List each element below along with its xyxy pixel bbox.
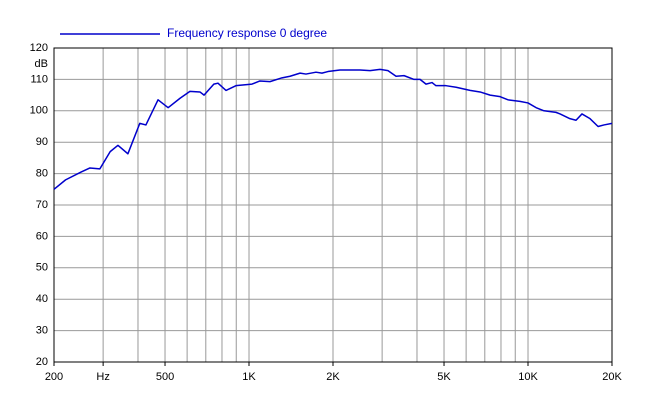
x-tick-label: 1K [242, 371, 256, 383]
x-tick-label: 20K [602, 371, 622, 383]
y-tick-label: 100 [30, 105, 48, 117]
x-tick-label: 500 [156, 371, 174, 383]
y-unit: dB [35, 58, 48, 70]
y-tick-label: 20 [36, 356, 48, 368]
y-tick-label: 30 [36, 325, 48, 337]
y-tick-label: 90 [36, 136, 48, 148]
y-tick-label: 40 [36, 293, 48, 305]
x-tick-label: 10K [518, 371, 538, 383]
y-tick-label: 110 [30, 73, 48, 85]
y-tick-label: 60 [36, 230, 48, 242]
x-tick-label: 5K [437, 371, 451, 383]
response-line [53, 68, 613, 190]
y-tick-label: 80 [36, 168, 48, 180]
x-tick-label: 200 [45, 371, 63, 383]
y-tick-label: 70 [36, 199, 48, 211]
x-tick-label: Hz [96, 371, 109, 383]
y-tick-label: 50 [36, 262, 48, 274]
y-tick-label: 120 [30, 42, 48, 54]
x-tick-label: 2K [326, 371, 340, 383]
legend-label: Frequency response 0 degree [167, 26, 327, 40]
